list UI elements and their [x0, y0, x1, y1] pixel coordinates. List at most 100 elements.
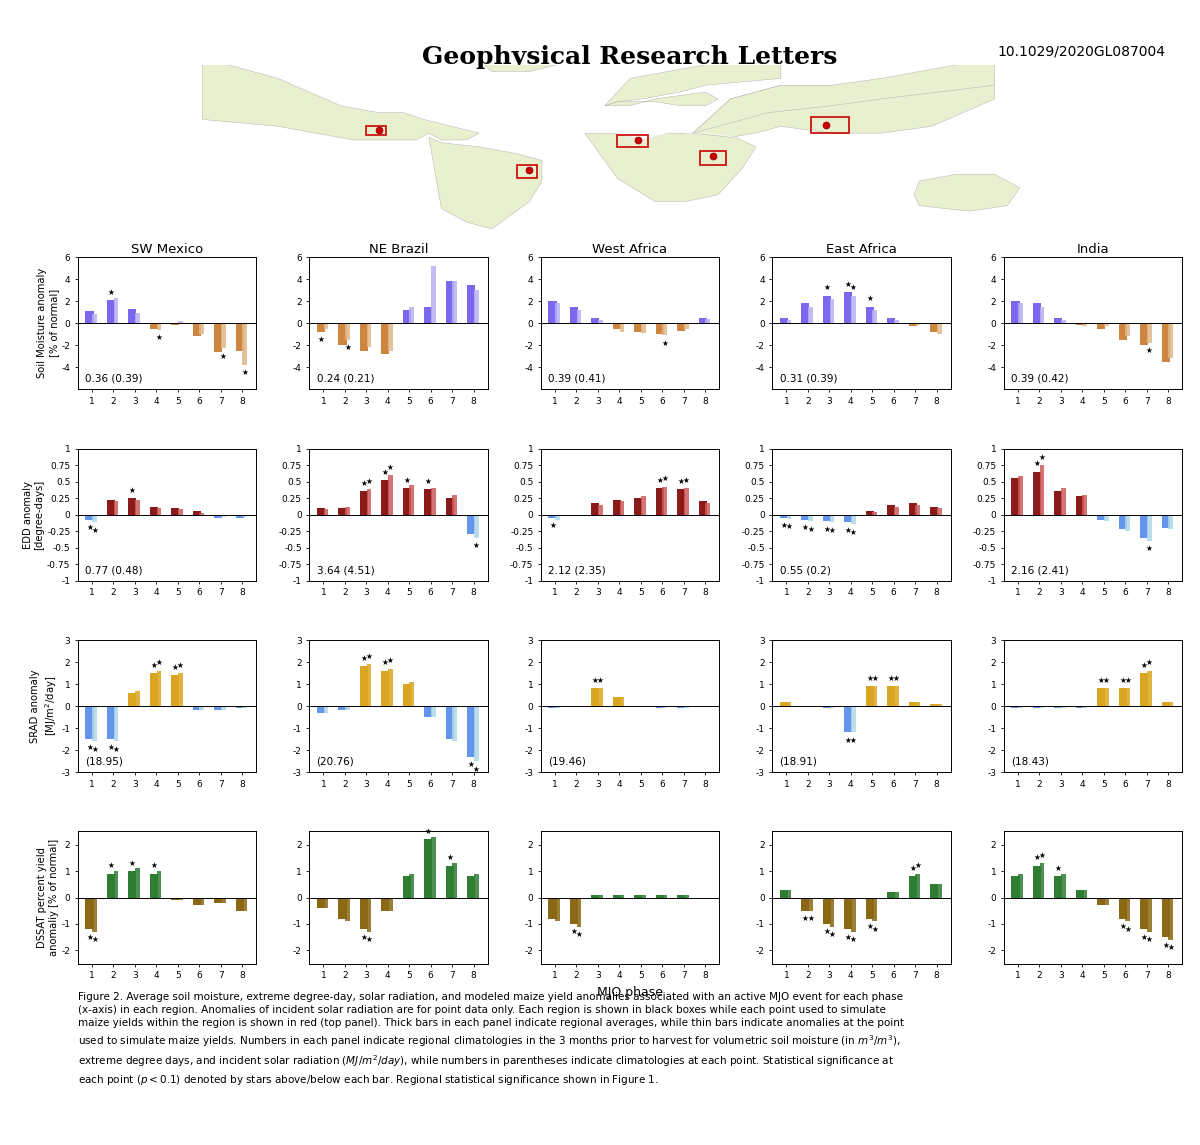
Text: ★: ★: [1124, 676, 1132, 685]
Text: ★: ★: [1120, 922, 1126, 931]
Bar: [829, 514, 834, 522]
Bar: [324, 323, 329, 329]
Bar: [172, 898, 179, 900]
Bar: [388, 898, 392, 910]
Bar: [556, 303, 560, 323]
Text: ★: ★: [150, 861, 157, 870]
Bar: [214, 323, 222, 352]
Bar: [431, 266, 436, 323]
Bar: [916, 323, 920, 325]
Bar: [619, 895, 624, 898]
Text: Figure 2. Average soil moisture, extreme degree-day, solar radiation, and modele: Figure 2. Average soil moisture, extreme…: [78, 992, 904, 1087]
Bar: [872, 898, 877, 922]
Text: ★: ★: [1146, 658, 1153, 668]
Bar: [193, 706, 200, 710]
Bar: [787, 514, 791, 519]
Bar: [382, 480, 390, 514]
Bar: [199, 706, 204, 710]
Text: ★: ★: [360, 479, 367, 488]
Bar: [930, 506, 938, 514]
Bar: [346, 506, 350, 514]
Text: ★: ★: [683, 475, 690, 484]
Text: ★: ★: [1033, 853, 1040, 862]
Y-axis label: EDD anomaly
[degree-days]: EDD anomaly [degree-days]: [23, 480, 44, 550]
Bar: [577, 898, 581, 926]
Title: SW Mexico: SW Mexico: [131, 243, 203, 256]
Bar: [916, 874, 920, 898]
Bar: [937, 884, 942, 898]
Bar: [1097, 688, 1105, 706]
Bar: [677, 323, 685, 331]
Text: ★: ★: [473, 542, 480, 550]
Bar: [403, 310, 410, 323]
Bar: [114, 706, 119, 741]
Bar: [1075, 496, 1084, 514]
Bar: [431, 706, 436, 717]
Bar: [235, 898, 244, 910]
Bar: [908, 876, 917, 898]
Bar: [360, 898, 368, 930]
Text: ★: ★: [802, 914, 809, 923]
Bar: [338, 323, 347, 345]
Bar: [845, 706, 852, 733]
Text: 3.64 (4.51): 3.64 (4.51): [317, 566, 374, 575]
Text: ★: ★: [386, 463, 394, 472]
Bar: [1012, 479, 1020, 514]
Bar: [409, 484, 414, 514]
Bar: [1082, 890, 1087, 898]
Bar: [1140, 323, 1148, 345]
Bar: [156, 871, 161, 898]
Bar: [214, 706, 222, 710]
Bar: [178, 898, 182, 900]
Bar: [424, 489, 432, 514]
Bar: [136, 314, 140, 323]
Bar: [823, 514, 830, 521]
Bar: [1147, 514, 1152, 540]
Bar: [221, 898, 226, 902]
Bar: [635, 895, 642, 898]
Bar: [823, 295, 830, 323]
Bar: [242, 323, 247, 365]
Bar: [338, 508, 347, 514]
Bar: [894, 506, 899, 514]
Bar: [887, 892, 895, 898]
Bar: [677, 895, 685, 898]
Bar: [366, 664, 371, 706]
Bar: [851, 295, 856, 323]
Text: ★: ★: [893, 673, 900, 682]
Bar: [916, 702, 920, 706]
Text: ★: ★: [828, 930, 835, 939]
Y-axis label: DSSAT percent yield
anomaliy [% of normal]: DSSAT percent yield anomaliy [% of norma…: [37, 839, 59, 956]
Bar: [474, 874, 479, 898]
Bar: [1118, 688, 1127, 706]
Bar: [1039, 307, 1044, 323]
Bar: [1061, 706, 1066, 709]
Bar: [242, 898, 247, 910]
Bar: [1018, 303, 1022, 323]
Bar: [684, 706, 689, 709]
Bar: [1018, 706, 1022, 709]
Text: ★: ★: [150, 661, 157, 670]
Bar: [452, 282, 457, 323]
Text: ★: ★: [808, 914, 814, 923]
Bar: [930, 884, 938, 898]
Text: ★: ★: [866, 294, 874, 303]
Bar: [698, 502, 707, 514]
Bar: [150, 874, 158, 898]
Text: 0.24 (0.21): 0.24 (0.21): [317, 374, 374, 384]
Text: ★: ★: [220, 352, 227, 361]
Bar: [235, 706, 244, 709]
Bar: [894, 892, 899, 898]
Text: ★: ★: [850, 283, 857, 292]
Bar: [452, 863, 457, 898]
Bar: [808, 307, 812, 323]
Text: ★: ★: [866, 922, 874, 931]
Text: 0.55 (0.2): 0.55 (0.2): [780, 566, 830, 575]
Text: ★: ★: [360, 933, 367, 941]
Bar: [1012, 706, 1020, 709]
Bar: [1104, 688, 1109, 706]
Bar: [1033, 866, 1040, 898]
Text: ★: ★: [1146, 935, 1153, 945]
Bar: [1055, 317, 1062, 323]
Text: ★: ★: [128, 859, 136, 868]
